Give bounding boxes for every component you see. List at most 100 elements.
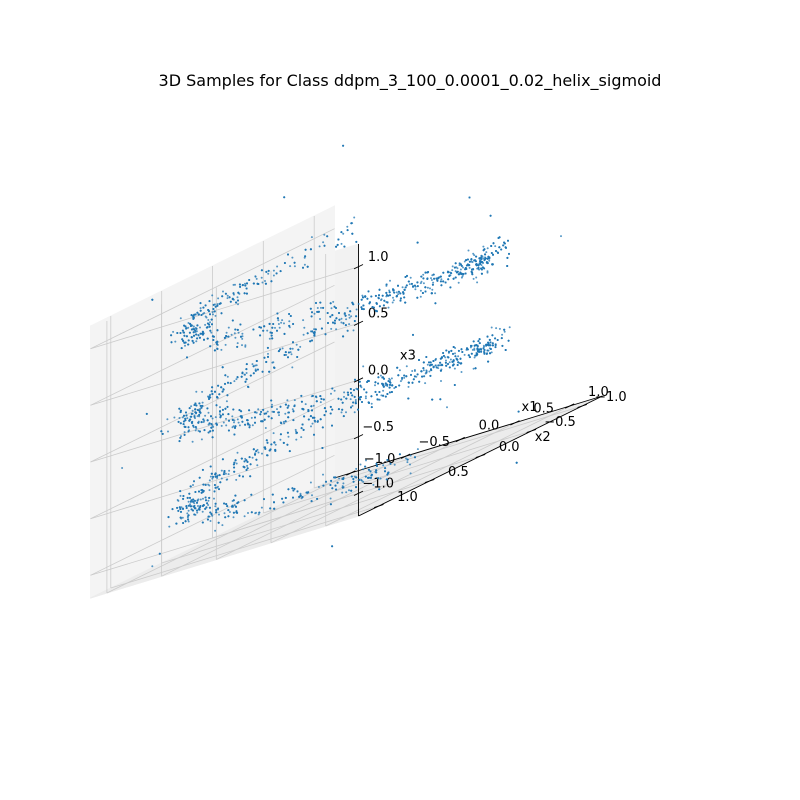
data-point — [317, 310, 320, 313]
data-point — [471, 348, 474, 351]
data-point — [331, 487, 334, 490]
data-point — [302, 319, 305, 322]
data-point — [394, 386, 397, 388]
data-point — [497, 237, 500, 239]
data-point — [367, 401, 370, 404]
data-point — [254, 453, 256, 456]
data-point — [390, 377, 393, 380]
data-point — [431, 398, 434, 401]
data-point — [228, 511, 231, 513]
data-point — [453, 384, 456, 386]
data-point — [273, 441, 276, 444]
data-point — [480, 254, 483, 257]
data-point — [290, 353, 293, 356]
data-point — [489, 352, 491, 355]
data-point — [287, 416, 290, 419]
data-point — [291, 347, 294, 350]
data-point — [192, 325, 195, 328]
data-point — [256, 368, 259, 371]
data-point — [350, 315, 353, 318]
z-tick-label: 1.0 — [368, 250, 389, 265]
data-point — [151, 565, 154, 568]
data-point — [468, 356, 471, 359]
x-tick — [346, 470, 356, 476]
data-point — [261, 452, 263, 455]
data-point — [192, 315, 195, 317]
data-point — [500, 337, 503, 340]
data-point — [286, 443, 289, 446]
data-point — [188, 407, 191, 410]
data-point — [341, 491, 344, 494]
data-point — [312, 404, 315, 407]
data-point — [379, 374, 382, 377]
data-point — [498, 246, 501, 249]
data-point — [407, 280, 410, 283]
data-point — [194, 313, 197, 316]
data-point — [276, 312, 279, 315]
data-point — [331, 314, 334, 317]
data-point — [193, 499, 196, 502]
data-point — [437, 277, 440, 280]
data-point — [413, 369, 416, 371]
data-point — [295, 438, 298, 441]
data-point — [396, 366, 399, 369]
data-point — [249, 475, 252, 478]
data-point — [233, 504, 236, 507]
data-point — [194, 408, 197, 411]
data-point — [196, 311, 199, 314]
data-point — [456, 267, 459, 270]
data-point — [199, 411, 202, 414]
data-point — [257, 513, 260, 516]
data-point — [391, 301, 394, 304]
data-point — [491, 344, 494, 347]
data-point — [209, 430, 212, 433]
data-point — [211, 393, 214, 395]
data-point — [383, 377, 385, 380]
data-point — [482, 245, 485, 248]
data-point — [310, 315, 313, 318]
data-point — [422, 277, 425, 280]
data-point — [472, 277, 475, 280]
data-point — [283, 422, 286, 425]
data-point — [352, 303, 355, 306]
data-point — [311, 394, 314, 397]
z-tick — [353, 434, 364, 440]
data-point — [248, 426, 251, 429]
data-point — [351, 404, 354, 407]
data-point — [407, 381, 410, 384]
data-point — [431, 283, 434, 286]
data-point — [185, 327, 188, 330]
data-point — [258, 326, 261, 329]
data-point — [217, 507, 220, 510]
data-point — [182, 420, 185, 423]
data-point — [489, 348, 492, 350]
data-point — [196, 499, 199, 502]
data-point — [371, 306, 374, 308]
data-point — [234, 494, 237, 497]
data-point — [187, 520, 190, 523]
data-point — [345, 318, 348, 321]
data-point — [270, 405, 273, 408]
data-point — [171, 508, 174, 511]
data-point — [233, 470, 236, 473]
data-point — [192, 424, 195, 427]
data-point — [238, 474, 241, 477]
data-point — [412, 378, 415, 381]
data-point — [420, 280, 423, 283]
data-point — [210, 318, 213, 321]
data-point — [187, 322, 190, 324]
data-point — [287, 351, 290, 354]
gridline-z-side — [90, 228, 335, 350]
data-point — [255, 411, 258, 414]
data-point — [473, 344, 476, 347]
data-point — [254, 421, 256, 424]
data-point — [332, 321, 334, 324]
data-point — [405, 284, 408, 287]
data-point — [247, 385, 249, 388]
data-point — [208, 422, 211, 425]
data-point — [244, 282, 246, 285]
data-point — [198, 402, 201, 405]
data-point — [216, 343, 219, 346]
data-point — [210, 331, 213, 334]
data-point — [422, 282, 425, 285]
